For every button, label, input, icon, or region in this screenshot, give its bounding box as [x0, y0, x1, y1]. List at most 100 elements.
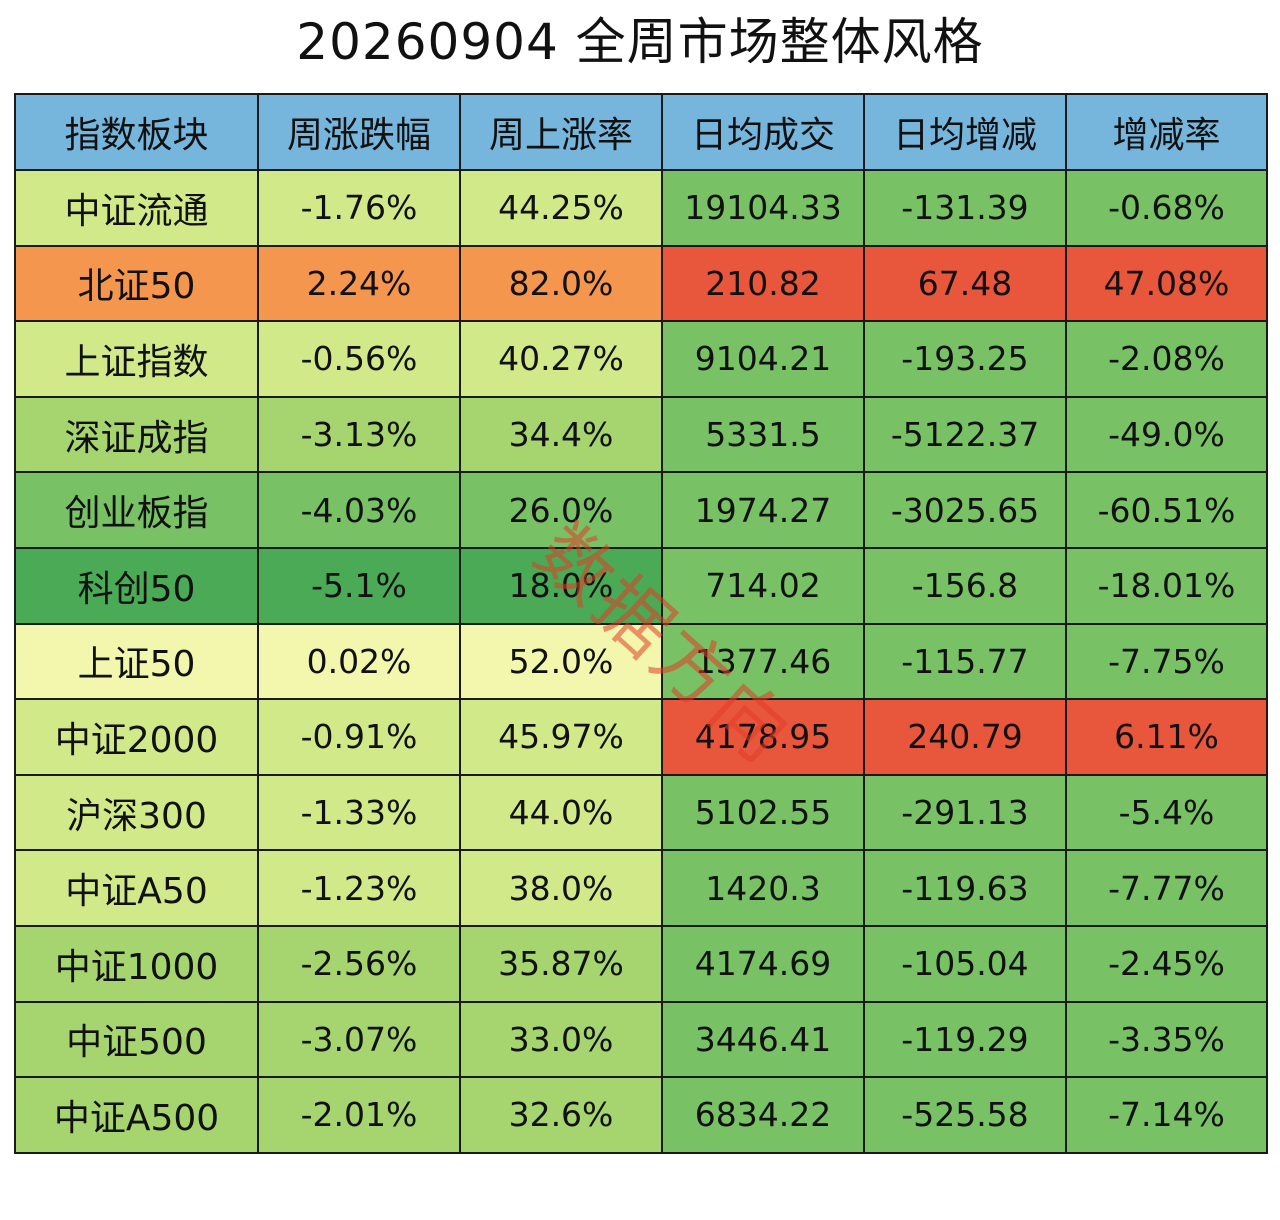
table-cell: -1.33%	[257, 773, 461, 852]
table-cell: -0.91%	[257, 698, 461, 776]
table-cell: 82.0%	[459, 244, 663, 323]
table-cell: 5331.5	[661, 395, 865, 474]
table-cell: -2.08%	[1065, 320, 1268, 398]
table-cell: 240.79	[863, 698, 1067, 776]
column-header: 指数板块	[14, 93, 259, 171]
table-cell: 1974.27	[661, 471, 865, 549]
index-name-cell: 上证50	[14, 622, 259, 701]
table-row: 中证500 -3.07% 33.0% 3446.41 -119.29 -3.35%	[14, 1000, 1268, 1079]
table-cell: -3.07%	[257, 1000, 461, 1079]
table-cell: -1.76%	[257, 169, 461, 247]
column-header: 日均成交	[661, 93, 865, 171]
table-cell: 33.0%	[459, 1000, 663, 1079]
table-cell: 38.0%	[459, 849, 663, 927]
index-name-cell: 中证A500	[14, 1076, 259, 1154]
table-cell: 9104.21	[661, 320, 865, 398]
table-row: 深证成指 -3.13% 34.4% 5331.5 -5122.37 -49.0%	[14, 395, 1268, 474]
index-name-cell: 中证500	[14, 1000, 259, 1079]
table-cell: 45.97%	[459, 698, 663, 776]
table-cell: -119.63	[863, 849, 1067, 927]
index-name-cell: 创业板指	[14, 471, 259, 549]
table-row: 创业板指 -4.03% 26.0% 1974.27 -3025.65 -60.51%	[14, 471, 1268, 549]
table-cell: 210.82	[661, 244, 865, 323]
column-header: 增减率	[1065, 93, 1268, 171]
table-cell: -0.56%	[257, 320, 461, 398]
table-cell: -5.4%	[1065, 773, 1268, 852]
index-name-cell: 沪深300	[14, 773, 259, 852]
index-name-cell: 中证A50	[14, 849, 259, 927]
table-row: 科创50 -5.1% 18.0% 714.02 -156.8 -18.01%	[14, 546, 1268, 625]
index-name-cell: 深证成指	[14, 395, 259, 474]
table-cell: 1420.3	[661, 849, 865, 927]
table-cell: 4174.69	[661, 924, 865, 1003]
table-body: 中证流通 -1.76% 44.25% 19104.33 -131.39 -0.68% 北证5…	[14, 169, 1268, 1154]
table-cell: 0.02%	[257, 622, 461, 701]
table-cell: -3025.65	[863, 471, 1067, 549]
table-cell: -7.77%	[1065, 849, 1268, 927]
table-cell: -4.03%	[257, 471, 461, 549]
table-cell: -7.14%	[1065, 1076, 1268, 1154]
table-cell: -119.29	[863, 1000, 1067, 1079]
market-style-table-container: 指数板块 周涨跌幅 周上涨率 日均成交 日均增减 增减率 中证流通 -1.76% 44.25%…	[14, 93, 1268, 1154]
table-row: 中证A500 -2.01% 32.6% 6834.22 -525.58 -7.14%	[14, 1076, 1268, 1154]
table-row: 中证2000 -0.91% 45.97% 4178.95 240.79 6.11%	[14, 698, 1268, 776]
table-cell: -2.45%	[1065, 924, 1268, 1003]
header-row: 指数板块 周涨跌幅 周上涨率 日均成交 日均增减 增减率	[14, 93, 1268, 171]
table-cell: -60.51%	[1065, 471, 1268, 549]
table-row: 上证指数 -0.56% 40.27% 9104.21 -193.25 -2.08%	[14, 320, 1268, 398]
table-cell: 18.0%	[459, 546, 663, 625]
table-cell: 67.48	[863, 244, 1067, 323]
table-row: 中证1000 -2.56% 35.87% 4174.69 -105.04 -2.45%	[14, 924, 1268, 1003]
table-cell: 44.25%	[459, 169, 663, 247]
table-cell: 1377.46	[661, 622, 865, 701]
table-cell: 6.11%	[1065, 698, 1268, 776]
table-cell: -49.0%	[1065, 395, 1268, 474]
table-cell: -193.25	[863, 320, 1067, 398]
index-name-cell: 北证50	[14, 244, 259, 323]
table-row: 中证流通 -1.76% 44.25% 19104.33 -131.39 -0.68%	[14, 169, 1268, 247]
table-cell: -291.13	[863, 773, 1067, 852]
table-cell: 2.24%	[257, 244, 461, 323]
table-cell: -1.23%	[257, 849, 461, 927]
table-cell: 34.4%	[459, 395, 663, 474]
index-name-cell: 中证1000	[14, 924, 259, 1003]
table-cell: -3.35%	[1065, 1000, 1268, 1079]
table-cell: -2.56%	[257, 924, 461, 1003]
column-header: 日均增减	[863, 93, 1067, 171]
table-cell: -5122.37	[863, 395, 1067, 474]
table-row: 北证50 2.24% 82.0% 210.82 67.48 47.08%	[14, 244, 1268, 323]
table-cell: 5102.55	[661, 773, 865, 852]
table-cell: 26.0%	[459, 471, 663, 549]
table-cell: -3.13%	[257, 395, 461, 474]
index-name-cell: 上证指数	[14, 320, 259, 398]
table-cell: 47.08%	[1065, 244, 1268, 323]
table-row: 上证50 0.02% 52.0% 1377.46 -115.77 -7.75%	[14, 622, 1268, 701]
index-name-cell: 科创50	[14, 546, 259, 625]
page-title: 20260904 全周市场整体风格	[296, 13, 984, 71]
market-style-table: 指数板块 周涨跌幅 周上涨率 日均成交 日均增减 增减率 中证流通 -1.76% 44.25%…	[14, 93, 1268, 1154]
table-cell: -131.39	[863, 169, 1067, 247]
table-cell: 40.27%	[459, 320, 663, 398]
table-cell: 3446.41	[661, 1000, 865, 1079]
table-cell: 714.02	[661, 546, 865, 625]
table-cell: 35.87%	[459, 924, 663, 1003]
table-cell: -115.77	[863, 622, 1067, 701]
table-cell: -525.58	[863, 1076, 1067, 1154]
table-cell: 6834.22	[661, 1076, 865, 1154]
table-cell: -5.1%	[257, 546, 461, 625]
column-header: 周涨跌幅	[257, 93, 461, 171]
table-cell: 52.0%	[459, 622, 663, 701]
index-name-cell: 中证流通	[14, 169, 259, 247]
table-cell: -105.04	[863, 924, 1067, 1003]
table-cell: -2.01%	[257, 1076, 461, 1154]
table-cell: -7.75%	[1065, 622, 1268, 701]
table-cell: -0.68%	[1065, 169, 1268, 247]
table-row: 中证A50 -1.23% 38.0% 1420.3 -119.63 -7.77%	[14, 849, 1268, 927]
table-cell: 32.6%	[459, 1076, 663, 1154]
index-name-cell: 中证2000	[14, 698, 259, 776]
table-cell: -18.01%	[1065, 546, 1268, 625]
table-cell: 4178.95	[661, 698, 865, 776]
table-cell: 44.0%	[459, 773, 663, 852]
table-cell: 19104.33	[661, 169, 865, 247]
table-cell: -156.8	[863, 546, 1067, 625]
